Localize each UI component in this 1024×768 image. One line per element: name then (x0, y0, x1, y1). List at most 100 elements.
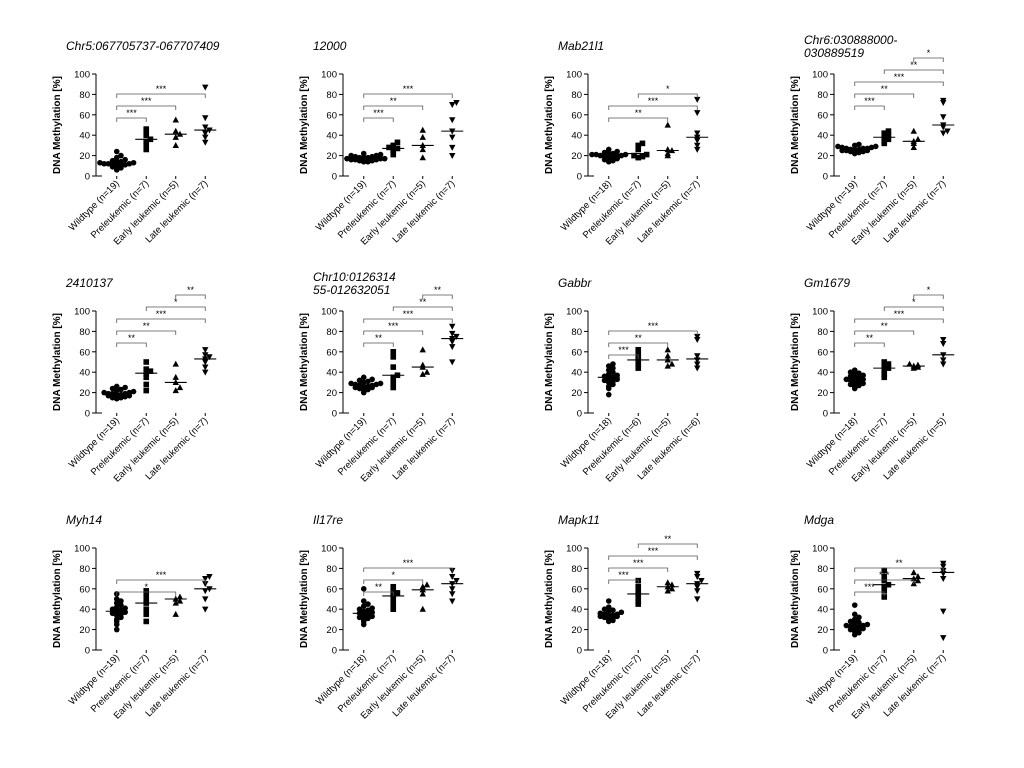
y-tick-label: 40 (817, 605, 828, 616)
data-point (113, 148, 120, 155)
significance-bracket (608, 117, 669, 122)
significance-bracket (116, 579, 206, 584)
data-point (390, 142, 397, 149)
data-point (885, 136, 892, 143)
data-point (605, 391, 612, 398)
significance-bracket (854, 342, 885, 347)
data-point (601, 377, 608, 384)
y-tick-label: 80 (571, 90, 582, 101)
data-point (113, 163, 120, 169)
data-point (419, 605, 426, 612)
scatter-plot: 0 20 40 60 80 100 DNA Methylation [%] Wildtype … (52, 285, 217, 485)
data-point (872, 143, 879, 150)
significance-label: *** (648, 546, 659, 556)
y-tick-label: 80 (326, 564, 337, 575)
data-point (694, 146, 701, 153)
x-tick-label: Wildtype (n=18) (314, 652, 369, 707)
data-point (356, 606, 363, 612)
data-point (118, 152, 124, 159)
data-point (97, 159, 103, 166)
data-point (664, 346, 671, 353)
y-axis-label: DNA Methylation [%] (52, 313, 63, 411)
data-point (360, 603, 367, 609)
data-point (172, 387, 179, 394)
significance-bracket (392, 306, 453, 311)
data-point (449, 102, 456, 108)
data-point (113, 395, 120, 402)
y-tick-label: 40 (326, 368, 337, 379)
data-point (360, 387, 367, 394)
data-point (365, 158, 371, 165)
significance-bracket (363, 93, 453, 98)
x-tick-label: Wildtype (n=18) (559, 178, 614, 233)
data-point (449, 359, 456, 366)
data-point (885, 361, 892, 367)
data-point (605, 598, 612, 604)
data-point (910, 127, 917, 134)
significance-label: *** (403, 84, 414, 94)
significance-label: ** (375, 333, 383, 343)
data-point (453, 333, 460, 340)
y-axis-label: DNA Methylation [%] (790, 550, 801, 648)
data-point (881, 367, 888, 373)
data-point (694, 584, 701, 591)
significance-label: ** (635, 108, 643, 118)
y-axis-label: DNA Methylation [%] (544, 76, 555, 174)
data-point (143, 146, 150, 153)
significance-label: *** (864, 96, 875, 106)
significance-bracket (116, 93, 206, 98)
chart-title: Chr5:067705737-067707409 (66, 39, 220, 53)
significance-label: ** (187, 285, 195, 295)
data-point (694, 361, 701, 368)
data-point (449, 144, 456, 151)
data-point (635, 365, 642, 371)
data-point (373, 381, 380, 388)
data-point (202, 369, 209, 376)
y-tick-label: 100 (566, 544, 582, 555)
significance-bracket (363, 117, 394, 122)
y-axis-label: DNA Methylation [%] (299, 76, 310, 174)
scatter-plot: 0 20 40 60 80 100 DNA Methylation [%] Wildtype … (544, 307, 709, 485)
data-point (694, 110, 701, 117)
data-point (664, 352, 671, 359)
data-point (390, 379, 397, 386)
data-point (176, 384, 184, 391)
significance-bracket (363, 591, 394, 596)
data-point (118, 602, 124, 608)
significance-bracket (854, 591, 885, 596)
data-point (910, 569, 917, 576)
data-point (851, 379, 858, 386)
y-tick-label: 0 (577, 409, 582, 420)
data-point (856, 619, 862, 626)
data-point (113, 626, 120, 633)
scatter-plot: 0 20 40 60 80 100 DNA Methylation [%] Wildtype … (790, 285, 955, 485)
data-point (635, 598, 642, 604)
y-tick-label: 60 (817, 584, 828, 595)
chart-panel: Myh14 0 20 40 60 80 100 DNA Methylation [%] Wild… (0, 510, 240, 750)
data-point (390, 364, 397, 370)
data-point (664, 579, 671, 586)
y-tick-label: 40 (817, 131, 828, 142)
data-point (449, 598, 456, 605)
data-point (694, 365, 701, 372)
y-axis-label: DNA Methylation [%] (299, 550, 310, 648)
data-point (856, 374, 862, 381)
data-point (143, 138, 150, 145)
data-point (419, 590, 426, 597)
significance-bracket (854, 81, 944, 86)
chart-panel: Mdga 0 20 40 60 80 100 DNA Methylation [%] Wildt… (738, 510, 978, 750)
significance-label: * (912, 297, 916, 307)
data-point (698, 578, 705, 585)
data-point (449, 330, 456, 337)
data-point (610, 378, 616, 385)
data-point (635, 594, 642, 600)
significance-bracket (608, 555, 698, 560)
significance-bracket (608, 579, 639, 584)
significance-label: * (174, 297, 178, 307)
data-point (940, 608, 947, 615)
data-point (419, 126, 426, 133)
data-point (172, 133, 179, 140)
significance-label: ** (664, 534, 672, 544)
data-point (593, 151, 599, 158)
